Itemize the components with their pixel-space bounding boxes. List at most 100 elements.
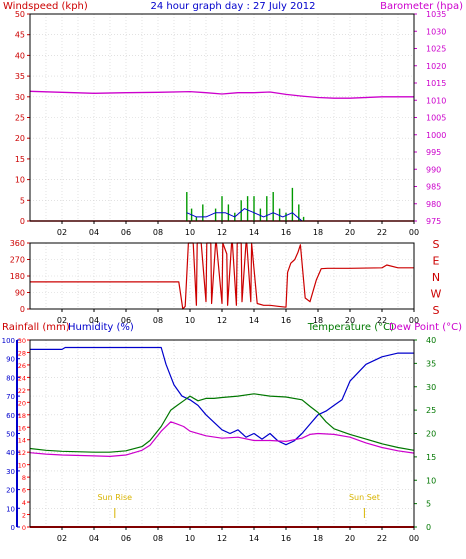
direction-panel-xtick-label: 04 xyxy=(89,316,99,325)
humidity-ytick-label: 20 xyxy=(6,487,15,495)
windspeed-ytick-label: 40 xyxy=(15,51,25,60)
compass-label: E xyxy=(433,255,440,268)
sun-marker-label: Sun Rise xyxy=(97,493,132,502)
humidity-ytick-label: 70 xyxy=(6,393,15,401)
direction-panel-xtick-label: 14 xyxy=(249,316,259,325)
climate-panel-xtick-label: 00 xyxy=(409,534,419,543)
wind-panel-xtick-label: 04 xyxy=(89,228,99,237)
wind-panel-xtick-label: 10 xyxy=(185,228,195,237)
humidity-ytick-label: 50 xyxy=(6,431,15,439)
humidity-line xyxy=(30,346,414,446)
wind-panel-xtick-label: 00 xyxy=(409,228,419,237)
rainfall-axis-label: Rainfall (mm) xyxy=(2,322,70,333)
climate-panel-xtick-label: 16 xyxy=(281,534,291,543)
windspeed-ytick-label: 35 xyxy=(15,72,25,81)
wind-panel-xtick-label: 08 xyxy=(153,228,163,237)
barometer-ytick-label: 1005 xyxy=(426,114,446,123)
humidity-ytick-label: 60 xyxy=(6,412,15,420)
wind-panel-xtick-label: 06 xyxy=(121,228,131,237)
direction-panel-xtick-label: 12 xyxy=(217,316,227,325)
climate-panel-xtick-label: 04 xyxy=(89,534,99,543)
rain-ytick-label: 16 xyxy=(18,424,26,432)
barometer-ytick-label: 1035 xyxy=(426,10,446,19)
climate-panel-xtick-label: 06 xyxy=(121,534,131,543)
temperature-ytick-label: 25 xyxy=(426,406,436,415)
climate-panel-xtick-label: 12 xyxy=(217,534,227,543)
direction-panel-xtick-label: 16 xyxy=(281,316,291,325)
temperature-ytick-label: 10 xyxy=(426,476,436,485)
humidity-ytick-label: 0 xyxy=(11,524,15,532)
windspeed-ytick-label: 20 xyxy=(15,134,25,143)
direction-ytick-label: 90 xyxy=(15,289,25,298)
barometer-ytick-label: 1025 xyxy=(426,45,446,54)
windspeed-ytick-label: 5 xyxy=(20,196,25,205)
compass-label: S xyxy=(433,304,440,317)
barometer-ytick-label: 995 xyxy=(426,148,441,157)
rain-ytick-label: 28 xyxy=(18,349,26,357)
temperature-ytick-label: 15 xyxy=(426,453,436,462)
compass-label: W xyxy=(431,288,442,301)
rain-ytick-label: 20 xyxy=(18,399,26,407)
barometer-line xyxy=(29,90,414,99)
barometer-axis-label: Barometer (hpa) xyxy=(380,1,463,12)
barometer-ytick-label: 990 xyxy=(426,165,441,174)
direction-ytick-label: 360 xyxy=(10,239,25,248)
temperature-ytick-label: 35 xyxy=(426,359,436,368)
barometer-ytick-label: 1000 xyxy=(426,131,446,140)
climate-panel-xtick-label: 08 xyxy=(153,534,163,543)
humidity-ytick-label: 30 xyxy=(6,468,15,476)
rain-ytick-label: 8 xyxy=(22,474,26,482)
rain-ytick-label: 12 xyxy=(18,449,26,457)
rain-ytick-label: 6 xyxy=(22,487,26,495)
rain-ytick-label: 22 xyxy=(18,387,26,395)
humidity-ytick-label: 40 xyxy=(6,449,15,457)
chart-marks: 0510152025303540455097598098599099510001… xyxy=(2,10,447,543)
barometer-ytick-label: 975 xyxy=(426,217,441,226)
sun-marker-label: Sun Set xyxy=(349,493,380,502)
direction-panel-xtick-label: 02 xyxy=(57,316,67,325)
barometer-ytick-label: 1010 xyxy=(426,96,446,105)
barometer-ytick-label: 1020 xyxy=(426,62,446,71)
chart-title: 24 hour graph day : 27 July 2012 xyxy=(150,1,315,12)
rain-ytick-label: 24 xyxy=(18,374,26,382)
wind-panel-xtick-label: 14 xyxy=(249,228,259,237)
dewpoint-axis-label: Dew Point (°C) xyxy=(389,322,462,333)
wind-panel-xtick-label: 20 xyxy=(345,228,355,237)
rain-ytick-label: 18 xyxy=(18,412,26,420)
humidity-ytick-label: 90 xyxy=(6,356,15,364)
windspeed-ytick-label: 25 xyxy=(15,114,25,123)
humidity-ytick-label: 10 xyxy=(6,505,15,513)
direction-panel-xtick-label: 06 xyxy=(121,316,131,325)
climate-panel-xtick-label: 02 xyxy=(57,534,67,543)
windspeed-ytick-label: 30 xyxy=(15,93,25,102)
temperature-ytick-label: 0 xyxy=(426,523,431,532)
windspeed-ytick-label: 10 xyxy=(15,176,25,185)
temperature-ytick-label: 40 xyxy=(426,336,436,345)
rain-ytick-label: 14 xyxy=(18,437,26,445)
wind-panel-xtick-label: 22 xyxy=(377,228,387,237)
rain-ytick-label: 0 xyxy=(22,524,26,532)
climate-panel-xtick-label: 20 xyxy=(345,534,355,543)
barometer-ytick-label: 1015 xyxy=(426,79,446,88)
climate-panel-xtick-label: 22 xyxy=(377,534,387,543)
barometer-ytick-label: 1030 xyxy=(426,27,446,36)
average-wind-line xyxy=(186,208,303,222)
rain-ytick-label: 10 xyxy=(18,462,26,470)
dewpoint-line xyxy=(29,421,415,457)
direction-panel-xtick-label: 22 xyxy=(377,316,387,325)
rain-ytick-label: 4 xyxy=(22,499,26,507)
rain-ytick-label: 2 xyxy=(22,512,26,520)
barometer-ytick-label: 985 xyxy=(426,183,441,192)
direction-panel-xtick-label: 08 xyxy=(153,316,163,325)
climate-panel-xtick-label: 18 xyxy=(313,534,323,543)
windspeed-ytick-label: 45 xyxy=(15,31,25,40)
temperature-line xyxy=(29,393,415,453)
temperature-ytick-label: 30 xyxy=(426,383,436,392)
compass-label: N xyxy=(432,271,440,284)
windspeed-ytick-label: 0 xyxy=(20,217,25,226)
compass-label: S xyxy=(433,238,440,251)
direction-panel-xtick-label: 10 xyxy=(185,316,195,325)
direction-ytick-label: 270 xyxy=(10,256,25,265)
climate-panel-xtick-label: 10 xyxy=(185,534,195,543)
